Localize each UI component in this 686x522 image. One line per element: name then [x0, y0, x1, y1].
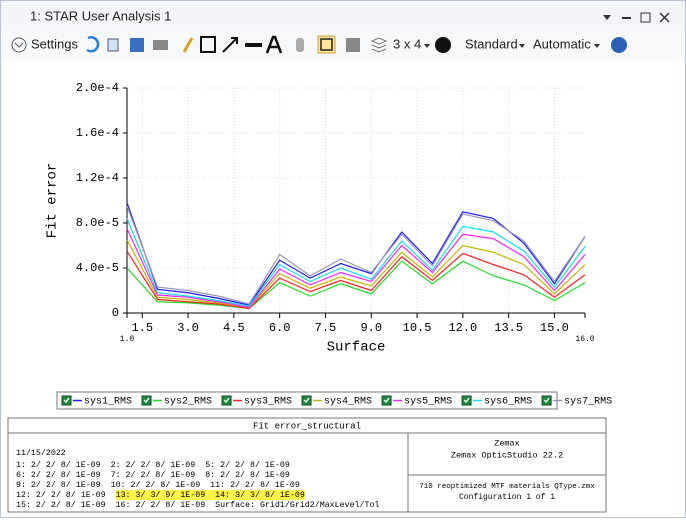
info-company: Zemax: [494, 438, 520, 448]
series-line: [126, 205, 586, 305]
legend-label: sys3_RMS: [244, 397, 292, 408]
save-button[interactable]: [130, 38, 144, 52]
highlight: [115, 490, 305, 500]
legend-label: sys4_RMS: [324, 397, 372, 408]
layers-button[interactable]: [370, 37, 388, 53]
y-tick-label: 8.0e-5: [76, 216, 119, 230]
legend-check: [143, 397, 150, 403]
refresh-button[interactable]: [86, 36, 100, 53]
legend-check: [303, 397, 310, 403]
info-product: Zemax OpticStudio 22.2: [451, 450, 563, 460]
title-bar: [1, 1, 685, 31]
print-button[interactable]: [153, 40, 168, 50]
legend-check: [383, 397, 390, 403]
legend-label: sys5_RMS: [404, 397, 452, 408]
x-end-label: 16.0: [575, 335, 594, 344]
style-label[interactable]: Standard: [465, 36, 518, 51]
x-tick-label: 3.0: [177, 321, 199, 335]
timer-button[interactable]: [435, 37, 451, 53]
info-line: 6: 2/ 2/ 8/ 1E-09 7: 2/ 2/ 8/ 1E-09 8: 2…: [16, 470, 290, 480]
copy-button[interactable]: [107, 38, 119, 52]
info-panel: [7, 417, 607, 513]
legend-label: sys6_RMS: [484, 397, 532, 408]
x-tick-label: 4.5: [223, 321, 245, 335]
legend: sys1_RMS sys2_RMS sys3_RMS sys4_RMS sys5_RMS…: [61, 395, 612, 408]
info-line: 1: 2/ 2/ 8/ 1E-09 2: 2/ 2/ 8/ 1E-09 5: 2…: [16, 460, 290, 470]
scale-label[interactable]: Automatic: [533, 36, 591, 51]
text-button[interactable]: [265, 35, 283, 54]
y-tick-label: 4.0e-5: [76, 261, 119, 275]
x-tick-label: 13.5: [494, 321, 523, 335]
scale-dropdown[interactable]: [594, 44, 600, 48]
y-tick-label: 1.2e-4: [76, 171, 119, 185]
layout-dropdown[interactable]: [424, 44, 430, 48]
info-line: 15: 2/ 2/ 8/ 1E-09 16: 2/ 2/ 8/ 1E-09 Su…: [16, 500, 379, 510]
legend-check: [63, 397, 70, 403]
x-end-label: 1.0: [120, 335, 135, 344]
x-tick-label: 12.0: [448, 321, 477, 335]
y-tick-label: 1.6e-4: [76, 126, 119, 140]
y-tick-label: 0: [112, 306, 119, 320]
lock-button[interactable]: [296, 38, 304, 52]
x-tick-label: 6.0: [269, 321, 291, 335]
series-line: [126, 218, 586, 307]
x-tick-label: 15.0: [540, 321, 569, 335]
series-line: [126, 260, 586, 310]
info-lines: 1: 2/ 2/ 8/ 1E-09 2: 2/ 2/ 8/ 1E-09 5: 2…: [16, 460, 379, 510]
x-tick-label: 1.5: [131, 321, 153, 335]
pencil-button[interactable]: [182, 37, 194, 53]
x-tick-label: 9.0: [360, 321, 382, 335]
info-title: Fit error_structural: [253, 421, 361, 431]
info-file: 710 reoptimized MTF materials QType.zmx: [419, 483, 595, 491]
settings-toggle[interactable]: [11, 37, 27, 53]
arrow-button[interactable]: [222, 37, 238, 53]
x-tick-label: 7.5: [315, 321, 337, 335]
window-title: 1: STAR User Analysis 1: [30, 8, 171, 23]
series-line: [126, 239, 586, 309]
close-button[interactable]: [659, 12, 670, 23]
series-line: [126, 250, 586, 310]
y-tick-label: 2.0e-4: [76, 81, 119, 95]
legend-check: [223, 397, 230, 403]
legend-check: [543, 397, 550, 403]
x-axis-label: Surface: [327, 340, 386, 356]
settings-label[interactable]: Settings: [31, 36, 78, 51]
info-line: 9: 2/ 2/ 8/ 1E-09 10: 2/ 2/ 8/ 1E-09 11:…: [16, 480, 300, 490]
info-config: Configuration 1 of 1: [459, 493, 555, 502]
plot-area: 0 4.0e-5 8.0e-5 1.2e-4 1.6e-4 2.0e-4 1.5 3.0 4.5…: [45, 81, 595, 356]
info-line: 12: 2/ 2/ 8/ 1E-09: [16, 490, 116, 500]
legend-label: sys7_RMS: [564, 397, 612, 408]
legend-label: sys1_RMS: [84, 397, 132, 408]
series-line: [126, 228, 586, 309]
layout-button[interactable]: [317, 35, 336, 54]
layout-icon: [320, 38, 333, 51]
menu-button[interactable]: [603, 15, 611, 20]
info-line: 13: 3/ 3/ 9/ 1E-09 14: 3/ 3/ 8/ 1E-09: [116, 490, 305, 500]
legend-label: sys2_RMS: [164, 397, 212, 408]
style-dropdown[interactable]: [519, 44, 525, 48]
rectangle-button[interactable]: [200, 36, 216, 53]
maximize-button[interactable]: [640, 12, 651, 23]
x-tick-label: 10.5: [403, 321, 432, 335]
settings-chevron: [14, 42, 24, 48]
legend-check: [463, 397, 470, 403]
y-axis-label: Fit error: [45, 163, 61, 239]
help-button[interactable]: [611, 37, 627, 53]
layout-label[interactable]: 3 x 4: [393, 36, 421, 51]
info-date: 11/15/2022: [16, 448, 66, 458]
window-button[interactable]: [346, 38, 360, 52]
